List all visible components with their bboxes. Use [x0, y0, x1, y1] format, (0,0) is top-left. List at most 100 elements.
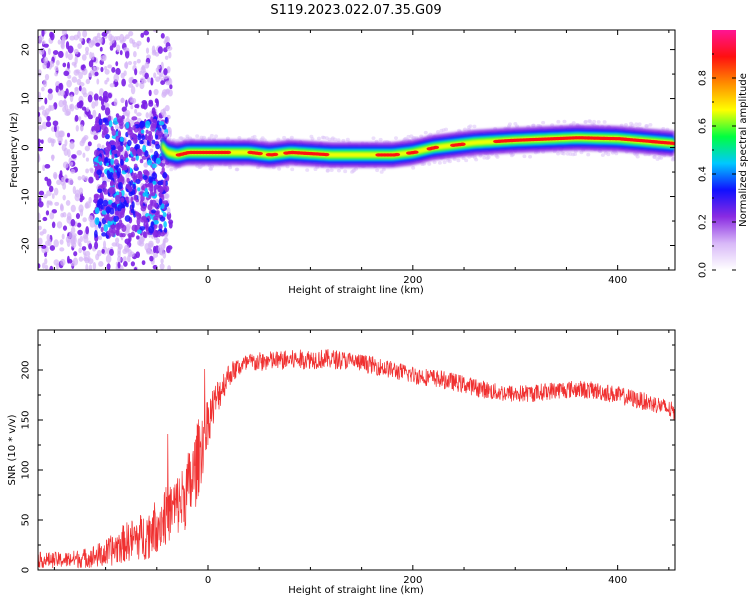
spectral-blob [114, 81, 119, 86]
spectral-halo [381, 167, 386, 172]
spectral-halo [336, 168, 341, 173]
spectral-halo [562, 119, 567, 124]
spectral-blob [76, 222, 82, 228]
y-tick-label: 20 [21, 43, 32, 56]
spectral-halo [432, 160, 437, 165]
spectral-halo [422, 162, 427, 166]
spectral-blob [38, 124, 43, 131]
spectral-blob [93, 193, 100, 199]
spectral-blob [96, 78, 100, 85]
spectral-blob [125, 121, 130, 129]
spectral-blob [53, 259, 60, 266]
spectral-blob [78, 204, 84, 213]
spectral-halo [444, 127, 449, 132]
spectral-halo [573, 152, 578, 157]
spectral-blob [136, 148, 142, 155]
spectral-blob [149, 182, 154, 188]
spectral-blob [38, 111, 41, 117]
x-tick-label: 200 [403, 575, 422, 586]
spectral-blob [43, 79, 48, 88]
spectral-blob [38, 237, 43, 246]
spectral-blob [115, 61, 119, 67]
spectral-blob [100, 104, 106, 111]
spectral-blob [82, 217, 87, 223]
spectral-blob [162, 212, 167, 218]
spectral-blob [116, 115, 123, 124]
spectral-blob [54, 201, 60, 206]
spectral-blob [131, 172, 136, 179]
spectral-blob [131, 224, 138, 232]
spectral-blob [77, 229, 83, 236]
spectral-halo [457, 128, 462, 133]
spectral-blob [49, 212, 55, 220]
spectral-blob [103, 224, 108, 232]
spectral-halo [325, 168, 330, 173]
spectral-blob [55, 60, 60, 66]
spectral-blob [113, 165, 119, 170]
spectral-blob [96, 143, 102, 149]
spectral-halo [210, 164, 215, 169]
spectral-blob [84, 250, 91, 257]
spectral-blob [117, 178, 122, 183]
spectral-blob [106, 77, 110, 82]
spectral-halo [214, 134, 219, 138]
spectral-blob [39, 231, 44, 236]
spectral-blob [114, 210, 119, 216]
spectral-blob [117, 243, 123, 250]
spectral-blob [88, 60, 94, 68]
spectral-blob [74, 114, 79, 122]
spectral-blob [56, 221, 63, 229]
spectral-halo [462, 127, 467, 132]
spectral-blob [54, 65, 59, 72]
spectral-blob [81, 246, 87, 251]
spectral-halo [550, 123, 555, 127]
colorbar-ticks: 0.0 0.2 0.4 0.6 0.8 [698, 53, 736, 278]
spectral-blob [47, 48, 51, 55]
spectral-blob [168, 221, 173, 229]
spectral-blob [85, 168, 89, 174]
colorbar-label: Normalized spectral amplitude [738, 73, 749, 227]
spectral-blob [128, 30, 134, 37]
spectral-blob [137, 239, 142, 246]
spectral-blob [128, 77, 134, 84]
spectral-blob [104, 146, 110, 154]
spectral-blob [126, 113, 130, 119]
spectral-blob [133, 60, 137, 66]
spectral-halo [579, 150, 584, 155]
spectral-blob [71, 154, 77, 159]
spectral-halo [252, 134, 257, 139]
spectral-halo [327, 137, 332, 142]
spectral-blob [149, 255, 154, 262]
spectral-blob [44, 163, 51, 169]
spectral-blob [69, 104, 73, 110]
y-tick-label: 10 [21, 92, 32, 105]
spectral-blob [151, 163, 157, 169]
spectral-blob [43, 56, 49, 64]
spectral-blob [165, 80, 171, 86]
spectral-blob [46, 115, 51, 122]
spectral-blob [152, 245, 157, 254]
spectral-blob [38, 212, 41, 221]
spectral-blob [98, 36, 103, 43]
spectral-blob [131, 201, 135, 209]
spectral-halo [600, 153, 605, 157]
spectral-blob [101, 232, 107, 237]
spectral-blob [144, 120, 151, 129]
spectral-blob [122, 156, 126, 161]
spectral-blob [69, 94, 74, 103]
spectral-blob [166, 245, 171, 254]
spectral-blob [81, 174, 86, 181]
spectral-halo [588, 119, 593, 124]
spectral-halo [623, 123, 628, 127]
spectral-blob [51, 209, 58, 214]
spectral-blob [45, 210, 50, 216]
spectral-blob [75, 124, 79, 132]
spectral-blob [122, 256, 127, 263]
spectral-blob [107, 64, 113, 69]
spectral-blob [152, 118, 158, 127]
spectral-blob [70, 218, 76, 227]
spectral-blob [46, 178, 52, 187]
spectral-blob [60, 258, 66, 266]
spectral-blob [111, 149, 118, 155]
spectral-blob [70, 161, 74, 166]
